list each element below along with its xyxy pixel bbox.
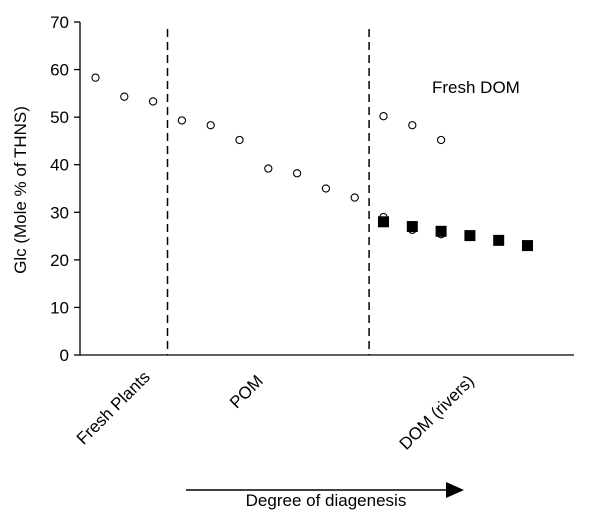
- square-point: [435, 225, 447, 237]
- category-label-dom-rivers: DOM (rivers): [396, 371, 478, 453]
- y-axis-title: Glc (Mole % of THNS): [11, 106, 30, 274]
- circle-point: [91, 73, 100, 82]
- diagenesis-arrow-head: [446, 482, 464, 498]
- square-point: [464, 230, 476, 242]
- diagenesis-arrow: [186, 482, 464, 498]
- y-tick-label: 30: [50, 203, 69, 222]
- circle-point: [206, 121, 215, 130]
- circle-point: [235, 135, 244, 145]
- circle-point: [120, 92, 129, 101]
- category-label-fresh-plants: Fresh Plants: [73, 367, 154, 448]
- circle-point: [350, 193, 359, 202]
- square-point: [378, 216, 389, 228]
- circle-point: [177, 116, 187, 125]
- circle-point: [292, 169, 302, 178]
- circle-point: [321, 184, 331, 193]
- square-point: [522, 240, 533, 252]
- x-axis-title: Degree of diagenesis: [246, 491, 407, 510]
- dividers: [166, 29, 370, 355]
- circle-point: [148, 97, 158, 106]
- axes: [79, 22, 574, 356]
- annotation-fresh-dom: Fresh DOM: [432, 78, 520, 97]
- y-tick-label: 60: [50, 61, 69, 80]
- y-tick-label: 50: [50, 108, 69, 127]
- y-ticks: 0 10 20 30 40 50 60 70: [50, 13, 80, 365]
- square-point: [493, 234, 505, 246]
- category-label-pom: POM: [226, 371, 267, 412]
- y-tick-label: 20: [50, 251, 69, 270]
- circle-point: [379, 112, 388, 121]
- y-tick-label: 40: [50, 156, 69, 175]
- circle-point: [408, 121, 417, 130]
- circle-point: [264, 164, 273, 173]
- data-marks: [91, 73, 533, 252]
- y-tick-label: 0: [60, 346, 69, 365]
- circle-point: [436, 135, 446, 145]
- y-tick-label: 10: [50, 298, 69, 317]
- square-point: [406, 221, 418, 233]
- y-tick-label: 70: [50, 13, 69, 32]
